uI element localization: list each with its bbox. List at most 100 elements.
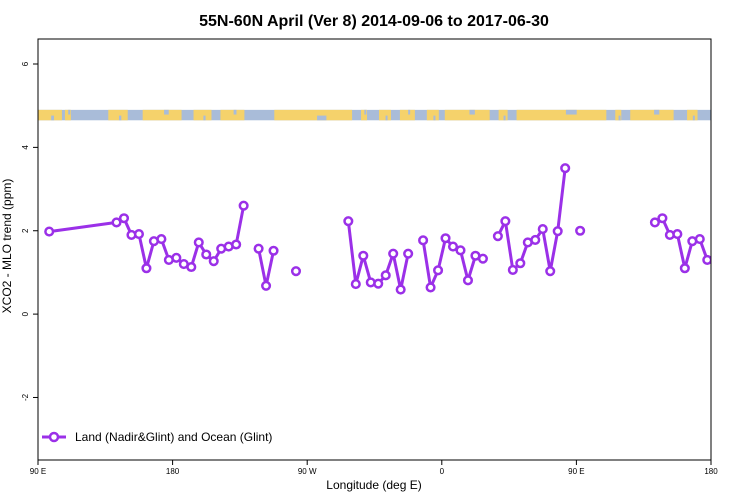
data-point: [433, 265, 444, 276]
ocean-inlet: [68, 109, 71, 115]
y-axis: -2 0 2 4 6: [21, 61, 38, 401]
land-band: [38, 109, 698, 121]
data-point: [440, 233, 451, 244]
data-point: [679, 263, 690, 274]
x-tick-label: 90 E: [30, 467, 46, 476]
ocean-inlet: [385, 115, 388, 121]
data-point: [350, 279, 361, 290]
data-point: [193, 237, 204, 248]
land-segment: [444, 109, 490, 121]
data-point: [380, 270, 391, 281]
land-segment: [630, 109, 674, 121]
data-point: [694, 234, 705, 245]
chart-title: 55N-60N April (Ver 8) 2014-09-06 to 2017…: [199, 13, 549, 30]
data-point: [156, 234, 167, 245]
land-segment: [399, 109, 415, 121]
ocean-inlet: [203, 115, 206, 121]
legend-marker: [48, 431, 60, 443]
y-tick-label: 6: [21, 61, 30, 66]
data-point: [447, 241, 459, 252]
data-point: [492, 231, 503, 242]
land-ocean-strip: [38, 109, 711, 121]
land-segment: [274, 109, 353, 121]
data-point: [477, 253, 488, 264]
data-point: [702, 254, 711, 265]
ocean-inlet: [164, 109, 169, 115]
land-segment: [687, 109, 698, 121]
data-point: [500, 216, 511, 227]
land-segment: [193, 109, 212, 121]
data-point: [44, 226, 55, 237]
ocean-inlet: [654, 109, 660, 115]
land-segment: [64, 109, 71, 121]
ocean-inlet: [503, 115, 506, 121]
data-point: [358, 250, 369, 261]
land-segment: [142, 109, 182, 121]
land-segment: [108, 109, 128, 121]
data-point: [268, 245, 279, 256]
data-point: [507, 264, 518, 275]
ocean-inlet: [317, 115, 327, 121]
x-tick-label: 0: [440, 467, 445, 476]
data-point: [118, 213, 130, 224]
ocean-inlet: [408, 109, 411, 115]
data-point: [231, 239, 242, 250]
data-point: [672, 229, 683, 240]
data-point: [141, 263, 152, 274]
y-tick-label: 2: [21, 228, 30, 233]
data-point: [575, 225, 586, 236]
data-point: [201, 249, 212, 260]
data-point: [425, 282, 436, 293]
data-point: [657, 213, 668, 224]
data-point: [186, 261, 197, 273]
data-point: [455, 245, 466, 256]
data-point: [395, 284, 406, 295]
land-segment: [361, 109, 368, 121]
land-segment: [498, 109, 508, 121]
data-point: [403, 248, 414, 259]
legend-label: Land (Nadir&Glint) and Ocean (Glint): [75, 430, 272, 444]
y-axis-label: XCO2 - MLO trend (ppm): [0, 179, 14, 314]
x-tick-label: 180: [166, 467, 180, 476]
ocean-inlet: [469, 109, 475, 115]
data-point: [388, 248, 399, 259]
land-segment: [516, 109, 607, 121]
plot-frame: [37, 38, 712, 461]
ocean-inlet: [565, 109, 577, 115]
data-point: [290, 266, 302, 277]
data-point: [530, 234, 541, 245]
ocean-inlet: [364, 109, 367, 115]
data-point: [238, 200, 249, 211]
data-point: [515, 258, 526, 269]
ocean-band: [38, 109, 711, 121]
data-point: [552, 226, 563, 237]
data-point: [343, 216, 354, 227]
series-layer: [44, 163, 711, 295]
data-point: [560, 163, 571, 174]
ocean-inlet: [433, 115, 436, 121]
legend: Land (Nadir&Glint) and Ocean (Glint): [42, 430, 272, 444]
ocean-inlet: [692, 115, 695, 121]
y-tick-label: 4: [21, 145, 30, 150]
land-segment: [38, 109, 62, 121]
data-point: [171, 252, 182, 263]
land-segment: [426, 109, 439, 121]
data-point: [111, 217, 122, 228]
x-axis: 90 E 180 90 W 0 90 E 180: [30, 460, 718, 476]
data-point: [649, 217, 660, 228]
x-tick-label: 90 W: [298, 467, 317, 476]
data-point: [253, 243, 264, 254]
land-segment: [378, 109, 391, 121]
y-tick-label: -2: [21, 393, 30, 401]
data-point: [545, 266, 556, 277]
ocean-inlet: [51, 115, 55, 121]
x-axis-label: Longitude (deg E): [326, 478, 421, 492]
ocean-inlet: [233, 109, 237, 115]
x-tick-label: 90 E: [568, 467, 584, 476]
y-tick-label: 0: [21, 311, 30, 316]
data-point: [537, 224, 548, 235]
land-segment: [220, 109, 245, 121]
data-point: [462, 275, 474, 286]
x-tick-label: 180: [704, 467, 718, 476]
data-point: [133, 229, 144, 240]
